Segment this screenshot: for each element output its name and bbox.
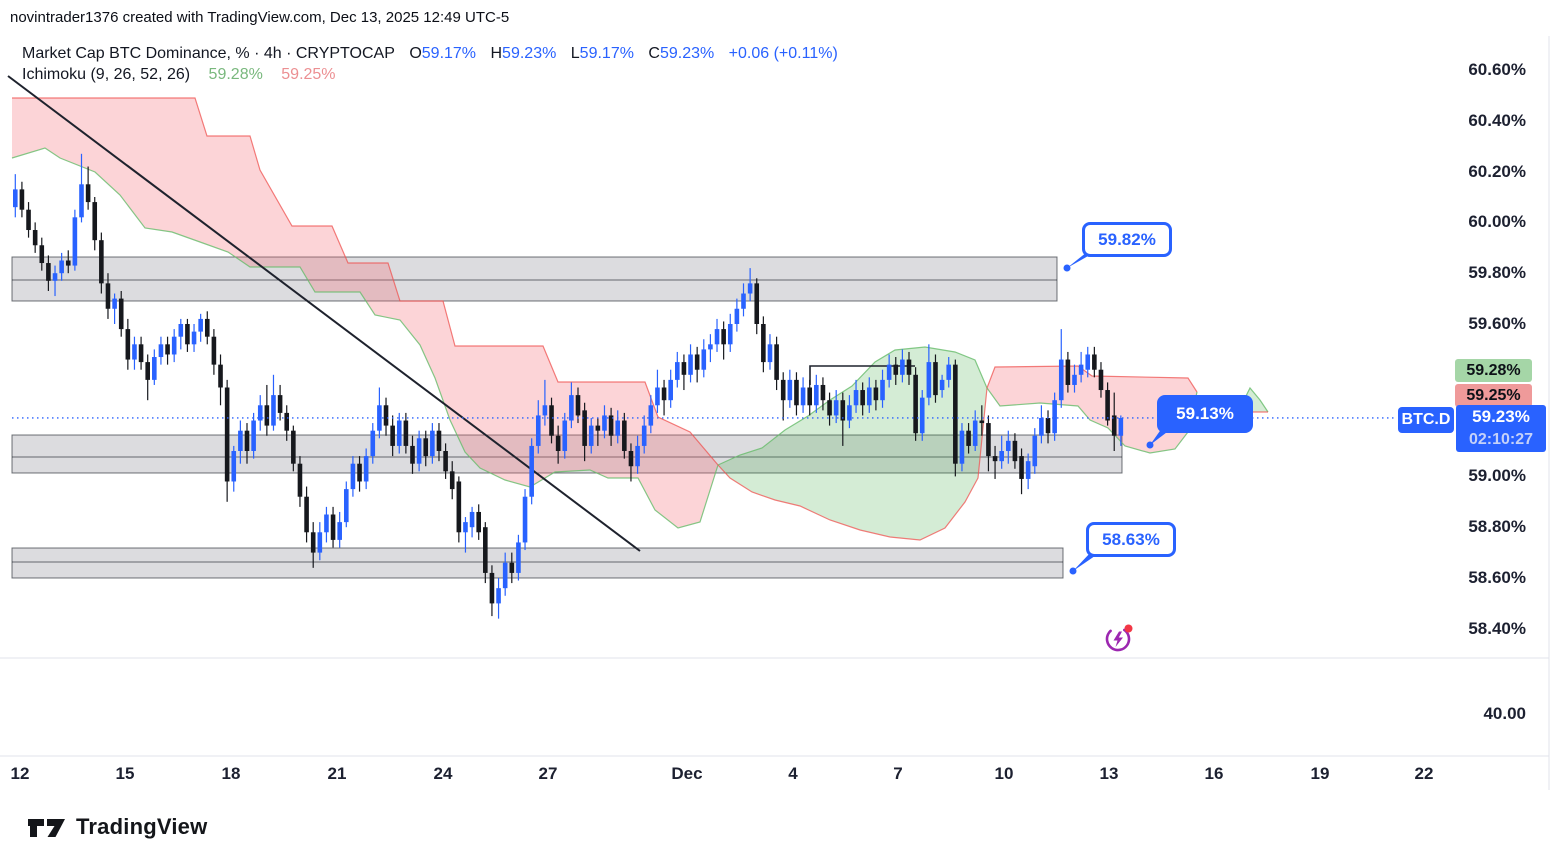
price-callout-5982[interactable]: 59.82%: [1082, 222, 1172, 257]
senkou-b-price-badge: 59.25%: [1455, 384, 1532, 407]
price-callout-5863[interactable]: 58.63%: [1086, 522, 1176, 557]
time-tick-label: 15: [115, 764, 135, 783]
indicator-ichimoku-label[interactable]: Ichimoku (9, 26, 52, 26): [22, 66, 191, 83]
ohlc-close-value: 59.23%: [659, 45, 715, 62]
price-tick-label: 58.60%: [1468, 568, 1526, 587]
resistance-zone[interactable]: [11, 256, 1058, 302]
time-tick-label: 12: [10, 764, 30, 783]
symbol-price-line-label: BTC.D: [1398, 407, 1454, 433]
price-tick-label: 60.00%: [1468, 212, 1526, 232]
time-tick-label: 22: [1414, 764, 1434, 783]
symbol-header[interactable]: Market Cap BTC Dominance, % · 4h · CRYPT…: [22, 45, 838, 63]
pane-separators: [0, 36, 1550, 790]
last-price-badge: 59.23% 02:10:27: [1456, 405, 1546, 452]
price-tick-label: 59.60%: [1468, 314, 1526, 333]
price-tick-label: 58.40%: [1468, 618, 1526, 638]
price-tick-label: 60.40%: [1468, 110, 1526, 130]
price-change-value: +0.06 (+0.11%): [728, 45, 838, 62]
ohlc-high-label: H: [490, 45, 503, 62]
ichimoku-cloud: [11, 97, 1269, 541]
time-tick-label: 13: [1099, 764, 1119, 783]
notification-dot: [1124, 624, 1133, 633]
price-tick-label: 60.60%: [1468, 60, 1526, 79]
tradingview-logo-text: TradingView: [76, 814, 208, 839]
countdown-timer: 02:10:27: [1468, 431, 1534, 448]
ohlc-close-label: C: [648, 45, 660, 62]
last-price-value: 59.23%: [1472, 407, 1530, 426]
ichimoku-senkou-a-value: 59.28%: [208, 66, 263, 83]
time-tick-label: 21: [327, 764, 347, 783]
time-tick-label: 19: [1310, 764, 1330, 783]
tradingview-mark-icon: [28, 819, 65, 837]
price-callout-5913[interactable]: 59.13%: [1157, 395, 1253, 433]
time-tick-label: 7: [893, 764, 903, 783]
trendline-drawing[interactable]: [7, 75, 915, 552]
price-tick-label: 40.00: [1483, 704, 1526, 723]
lightning-bolt-icon: [1113, 631, 1123, 647]
watermark-attribution: novintrader1376 created with TradingView…: [10, 9, 510, 26]
time-tick-label: 4: [788, 764, 798, 783]
tradingview-logo[interactable]: TradingView: [26, 812, 207, 842]
ohlc-high-value: 59.23%: [502, 45, 557, 62]
ohlc-open-value: 59.17%: [421, 45, 477, 62]
price-tick-label: 59.80%: [1468, 263, 1526, 283]
indicator-header[interactable]: Ichimoku (9, 26, 52, 26) 59.28% 59.25%: [22, 66, 336, 84]
time-tick-label: 16: [1204, 764, 1224, 783]
candlestick-series: [13, 153, 1124, 619]
time-tick-label: Dec: [671, 764, 703, 783]
chart-canvas[interactable]: [0, 0, 1563, 800]
lower-support-zone[interactable]: [11, 547, 1064, 579]
senkou-a-price-badge: 59.28%: [1455, 359, 1532, 382]
flash-circle: [1105, 626, 1131, 652]
price-tick-label: 58.80%: [1468, 517, 1526, 537]
symbol-title[interactable]: Market Cap BTC Dominance, % · 4h · CRYPT…: [22, 45, 395, 62]
time-tick-label: 10: [994, 764, 1014, 783]
price-tick-label: 60.20%: [1468, 161, 1526, 181]
time-tick-label: 18: [221, 764, 241, 783]
ohlc-low-label: L: [570, 45, 580, 62]
ohlc-open-label: O: [409, 45, 422, 62]
equal-highs-line[interactable]: [809, 365, 915, 385]
time-tick-label: 27: [538, 764, 558, 783]
price-tick-label: 59.00%: [1468, 466, 1526, 486]
flash-idea-icon[interactable]: [1104, 624, 1134, 654]
ohlc-low-value: 59.17%: [579, 45, 634, 62]
ichimoku-senkou-b-value: 59.25%: [281, 66, 336, 83]
time-tick-label: 24: [433, 764, 453, 783]
